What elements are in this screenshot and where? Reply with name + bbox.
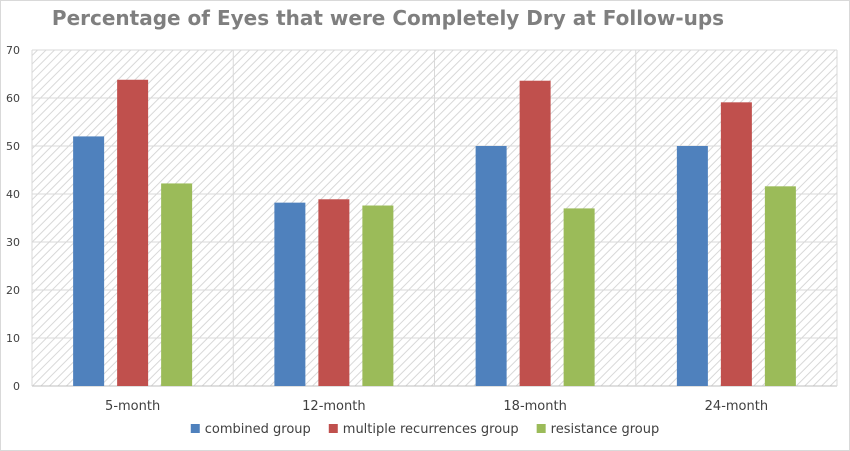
x-tick-label: 24-month <box>705 399 768 414</box>
y-tick-label: 20 <box>6 284 20 297</box>
bar-resistance-group-24-month <box>764 186 796 386</box>
y-tick-label: 60 <box>6 92 20 105</box>
y-tick-label: 30 <box>6 236 20 249</box>
bar-multiple-recurrences-group-12-month <box>318 199 350 386</box>
legend-item: combined group <box>190 422 311 437</box>
legend-swatch <box>328 424 338 433</box>
bar-combined-group-5-month <box>73 136 105 386</box>
bars <box>73 79 796 386</box>
legend-label: combined group <box>205 422 311 437</box>
y-axis: 0 10 20 30 40 50 60 70 <box>6 44 20 393</box>
bar-resistance-group-18-month <box>563 208 595 386</box>
bar-multiple-recurrences-group-24-month <box>720 102 752 386</box>
bar-combined-group-12-month <box>274 202 306 386</box>
legend: combined group multiple recurrences group… <box>190 422 660 437</box>
y-tick-label: 0 <box>13 380 20 393</box>
bar-resistance-group-5-month <box>161 183 193 386</box>
legend-swatch <box>190 424 200 433</box>
x-tick-label: 18-month <box>503 399 566 414</box>
legend-swatch <box>536 424 546 433</box>
legend-label: resistance group <box>551 422 660 437</box>
y-tick-label: 10 <box>6 332 20 345</box>
bar-combined-group-24-month <box>676 146 708 386</box>
y-tick-label: 70 <box>6 44 20 57</box>
legend-item: multiple recurrences group <box>328 422 519 437</box>
chart-title: Percentage of Eyes that were Completely … <box>52 6 724 30</box>
x-tick-label: 12-month <box>302 399 365 414</box>
bar-multiple-recurrences-group-5-month <box>117 79 149 386</box>
bar-multiple-recurrences-group-18-month <box>519 80 551 386</box>
x-axis: 5-month 12-month 18-month 24-month <box>105 399 768 414</box>
y-tick-label: 40 <box>6 188 20 201</box>
bar-combined-group-18-month <box>475 146 507 386</box>
legend-item: resistance group <box>536 422 660 437</box>
bar-resistance-group-12-month <box>362 205 394 386</box>
y-tick-label: 50 <box>6 140 20 153</box>
legend-label: multiple recurrences group <box>343 422 519 437</box>
x-tick-label: 5-month <box>105 399 160 414</box>
